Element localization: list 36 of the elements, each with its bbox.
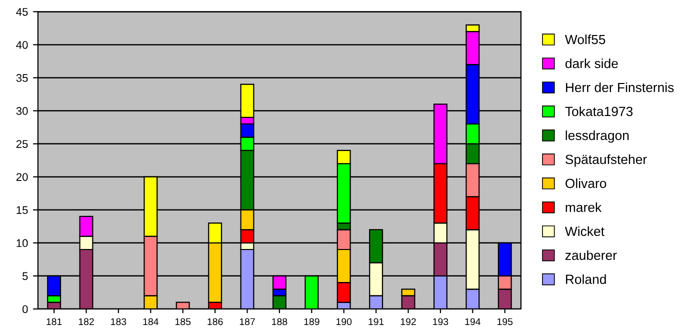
legend-label: marek: [566, 202, 602, 212]
x-tick-label: 192: [400, 318, 416, 326]
x-tick-label: 183: [111, 318, 126, 326]
y-tick-label: 15: [16, 206, 28, 214]
x-tick-label: 194: [465, 318, 480, 326]
x-tick-label: 181: [46, 318, 62, 326]
y-tick-label: 30: [16, 107, 28, 115]
y-tick-label: 35: [16, 74, 28, 82]
x-tick-label: 191: [368, 318, 384, 326]
legend-label: Wolf55: [564, 34, 606, 44]
legend-label: Spätaufsteher: [566, 154, 647, 167]
x-tick-label: 190: [336, 318, 352, 326]
y-tick-label: 20: [16, 173, 28, 181]
legend-label: Roland: [566, 274, 606, 284]
y-tick-label: 10: [16, 239, 28, 248]
legend-label: dark side: [565, 58, 618, 68]
legend-label: Olivaro: [566, 178, 606, 188]
legend-label: Herr der Finsternis: [566, 82, 674, 92]
y-tick-label: 25: [16, 140, 28, 148]
y-tick-label: 45: [16, 8, 28, 16]
legend-label: Tokata1973: [565, 106, 633, 116]
legend-label: zauberer: [565, 250, 617, 260]
x-tick-label: 185: [175, 318, 191, 326]
legend-label: Wicket: [564, 226, 604, 236]
x-tick-label: 187: [240, 318, 255, 326]
x-tick-label: 195: [497, 318, 513, 326]
x-tick-label: 189: [304, 318, 320, 326]
legend-label: lessdragon: [566, 130, 629, 143]
x-tick-label: 186: [208, 318, 223, 326]
y-tick-label: 0: [22, 305, 28, 314]
x-tick-label: 193: [433, 318, 448, 326]
x-tick-label: 188: [272, 318, 288, 326]
x-tick-label: 184: [143, 318, 158, 326]
y-tick-label: 40: [16, 40, 28, 49]
x-tick-label: 182: [78, 318, 94, 326]
y-tick-label: 5: [22, 272, 28, 280]
